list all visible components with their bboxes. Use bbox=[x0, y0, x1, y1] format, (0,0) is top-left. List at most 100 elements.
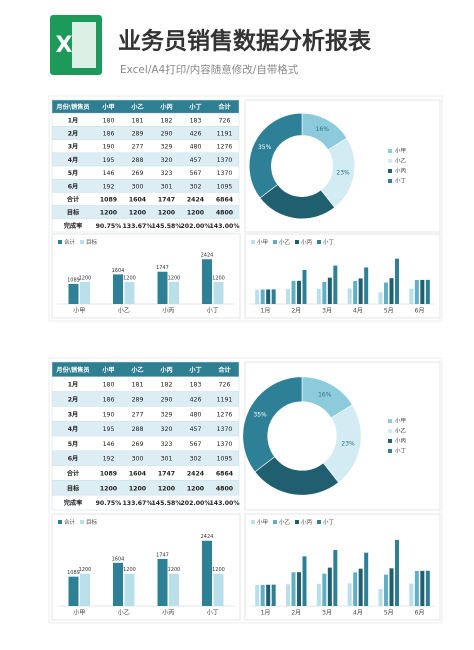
bar bbox=[364, 552, 369, 606]
table-cell: 1200 bbox=[158, 485, 176, 492]
bar bbox=[333, 265, 338, 304]
chart-box bbox=[244, 513, 441, 621]
table-cell: 1604 bbox=[129, 197, 147, 204]
bar bbox=[213, 281, 224, 304]
table-cell: 181 bbox=[132, 117, 144, 124]
x-tick-label: 6月 bbox=[415, 308, 425, 315]
table-cell: 726 bbox=[219, 117, 231, 124]
bar-label: 1200 bbox=[79, 275, 92, 281]
table-cell: 6864 bbox=[216, 197, 234, 204]
table-cell: 323 bbox=[161, 441, 173, 448]
bar bbox=[327, 277, 332, 304]
table-cell: 1370 bbox=[217, 441, 233, 448]
table-cell: 1200 bbox=[129, 210, 147, 217]
bar bbox=[157, 271, 168, 304]
x-tick-label: 5月 bbox=[384, 610, 394, 617]
table-cell: 1191 bbox=[217, 397, 233, 404]
legend-label: 目标 bbox=[86, 518, 98, 526]
legend-swatch bbox=[58, 520, 62, 524]
table-cell: 183 bbox=[190, 117, 202, 124]
x-tick-label: 3月 bbox=[322, 308, 332, 315]
table-cell: 2月 bbox=[68, 130, 79, 138]
bar bbox=[271, 584, 276, 606]
table-cell: 2424 bbox=[187, 197, 205, 204]
table-cell: 269 bbox=[132, 441, 144, 448]
table-cell: 1200 bbox=[187, 210, 205, 217]
table-header-cell: 小丁 bbox=[188, 103, 201, 111]
table-cell: 320 bbox=[161, 426, 173, 433]
bar bbox=[358, 568, 363, 606]
table-cell: 186 bbox=[103, 131, 115, 138]
table-cell: 3月 bbox=[68, 143, 79, 151]
icon-sheet bbox=[72, 22, 96, 68]
x-tick-label: 小乙 bbox=[118, 609, 130, 617]
bar bbox=[420, 570, 425, 606]
legend-swatch bbox=[388, 439, 392, 443]
table-cell: 182 bbox=[161, 382, 173, 389]
table-cell: 1089 bbox=[100, 197, 117, 204]
x-tick-label: 3月 bbox=[322, 610, 332, 617]
table-cell: 567 bbox=[190, 441, 202, 448]
bar-label: 2424 bbox=[201, 534, 214, 540]
legend-swatch bbox=[388, 179, 392, 183]
table-cell: 1200 bbox=[129, 485, 147, 492]
legend-label: 小乙 bbox=[279, 518, 291, 526]
legend-label: 小甲 bbox=[257, 518, 268, 526]
table-header-cell: 月份\销售员 bbox=[55, 366, 89, 374]
chart-box bbox=[244, 233, 441, 319]
table-cell: 4800 bbox=[216, 210, 234, 217]
table-cell: 277 bbox=[132, 411, 144, 418]
bar bbox=[302, 556, 307, 606]
table-cell: 190 bbox=[103, 411, 115, 418]
table-cell: 190 bbox=[103, 144, 115, 151]
x-tick-label: 2月 bbox=[291, 308, 301, 315]
table-cell: 133.67% bbox=[122, 223, 152, 230]
table-cell: 277 bbox=[132, 144, 144, 151]
table-header-cell: 小丙 bbox=[159, 103, 172, 111]
table-cell: 1月 bbox=[68, 116, 79, 124]
bar bbox=[384, 574, 388, 606]
legend-swatch bbox=[317, 520, 321, 524]
bar bbox=[389, 568, 394, 606]
table-cell: 1370 bbox=[217, 157, 233, 164]
bar bbox=[286, 584, 290, 606]
legend-label: 小丙 bbox=[301, 238, 313, 246]
bar bbox=[68, 283, 79, 304]
table-row bbox=[51, 420, 240, 437]
table-cell: 完成率 bbox=[64, 499, 83, 507]
table-cell: 143.00% bbox=[209, 223, 239, 230]
bar bbox=[420, 279, 425, 304]
bar bbox=[286, 289, 290, 304]
icon-letter: X bbox=[56, 33, 73, 58]
table-cell: 289 bbox=[132, 397, 144, 404]
table-header-cell: 合计 bbox=[218, 366, 231, 374]
legend-swatch bbox=[388, 419, 392, 423]
bar bbox=[333, 550, 338, 606]
x-tick-label: 小甲 bbox=[73, 307, 85, 315]
bar-label: 1089 bbox=[67, 570, 80, 576]
table-row bbox=[51, 218, 240, 233]
slice-label: 16% bbox=[316, 126, 330, 133]
table-row bbox=[51, 376, 240, 392]
legend-label: 小丁 bbox=[323, 238, 335, 246]
bar bbox=[327, 567, 332, 606]
table-header-cell: 小丙 bbox=[159, 366, 172, 374]
table-cell: 1276 bbox=[217, 411, 233, 418]
table-cell: 1276 bbox=[217, 144, 233, 151]
table-cell: 3月 bbox=[68, 410, 79, 418]
bar bbox=[316, 583, 321, 606]
slice-label: 23% bbox=[336, 170, 350, 177]
x-tick-label: 4月 bbox=[353, 610, 363, 617]
slice-label: 23% bbox=[341, 441, 355, 448]
bar-label: 1747 bbox=[156, 265, 169, 271]
bar bbox=[113, 274, 123, 304]
table-cell: 145.58% bbox=[151, 500, 181, 507]
bar bbox=[124, 281, 135, 304]
subtitle: Excel/A4打印/内容随意修改/自带格式 bbox=[120, 63, 299, 76]
table-cell: 202.00% bbox=[180, 223, 210, 230]
legend-swatch bbox=[251, 520, 255, 524]
legend-swatch bbox=[295, 520, 299, 524]
legend-label: 小丁 bbox=[395, 447, 407, 455]
x-tick-label: 5月 bbox=[384, 308, 394, 315]
